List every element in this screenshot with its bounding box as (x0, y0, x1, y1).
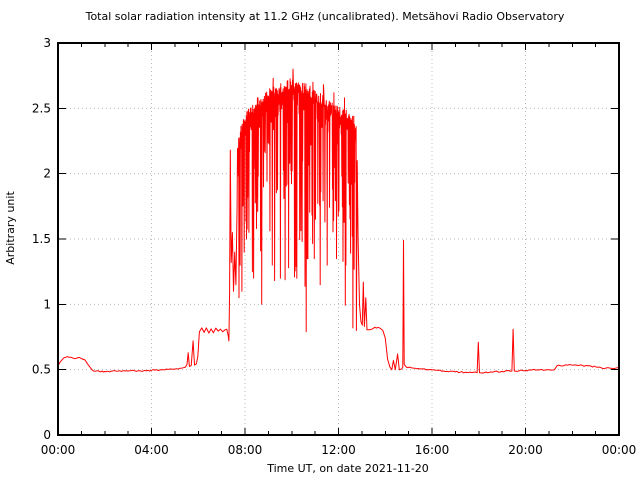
x-tick-label: 20:00 (508, 443, 543, 457)
y-axis-label: Arbitrary unit (4, 191, 17, 265)
y-tick-label: 0.5 (32, 363, 51, 377)
y-tick-label: 3 (43, 36, 51, 50)
x-tick-label: 00:00 (602, 443, 637, 457)
y-tick-label: 0 (43, 428, 51, 442)
labels-layer: Total solar radiation intensity at 11.2 … (4, 10, 565, 475)
tick-layer: 00:00 04:00 08:00 12:00 16:00 20:00 00:0000.51… (32, 36, 636, 457)
x-tick-label: 16:00 (415, 443, 450, 457)
grid-layer (58, 43, 619, 435)
y-tick-label: 2 (43, 167, 51, 181)
data-series-line (57, 68, 620, 374)
x-tick-label: 00:00 (41, 443, 76, 457)
x-tick-label: 08:00 (228, 443, 263, 457)
x-tick-label: 12:00 (321, 443, 356, 457)
chart-title: Total solar radiation intensity at 11.2 … (85, 10, 565, 23)
y-tick-label: 2.5 (32, 101, 51, 115)
x-tick-label: 04:00 (134, 443, 169, 457)
y-tick-label: 1 (43, 297, 51, 311)
series-layer (57, 68, 620, 374)
y-tick-label: 1.5 (32, 232, 51, 246)
x-axis-label: Time UT, on date 2021-11-20 (266, 462, 429, 475)
